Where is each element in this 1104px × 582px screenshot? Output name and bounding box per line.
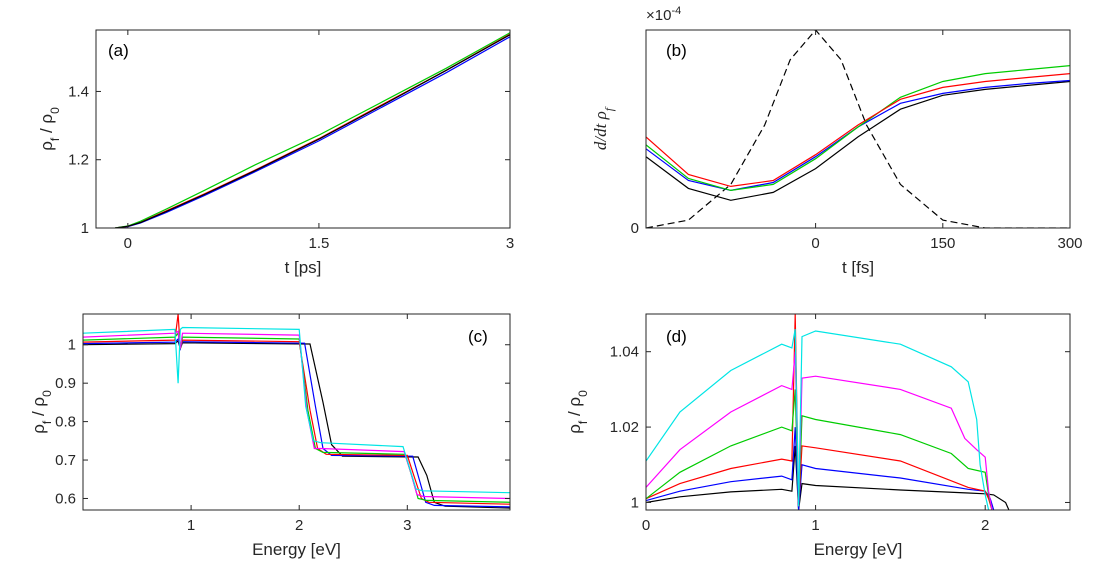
x-axis-label: t [fs] <box>842 258 874 277</box>
y-tick-label: 1.2 <box>68 152 89 169</box>
y-axis-label: ρf / ρ0 <box>565 390 590 434</box>
y-axis-label: d/dt ρf <box>591 106 616 150</box>
y-tick-label: 0 <box>631 220 639 237</box>
y-tick-label: 0.7 <box>55 452 76 469</box>
y-tick-label: 0.8 <box>55 414 76 431</box>
series-line-6 <box>646 328 990 510</box>
y-tick-label: 1.02 <box>610 419 639 436</box>
series-line-2 <box>646 427 995 510</box>
series-line-3 <box>115 32 510 228</box>
series-group <box>115 32 510 228</box>
series-line-5 <box>83 330 510 500</box>
series-line-2 <box>646 80 1070 201</box>
series-group <box>646 30 1070 228</box>
x-tick-label: 2 <box>981 517 989 534</box>
x-axis-label: t [ps] <box>285 258 322 277</box>
series-line-4 <box>646 65 1070 192</box>
panel-label: (c) <box>468 327 488 346</box>
series-line-5 <box>646 351 993 510</box>
x-tick-label: 1 <box>811 517 819 534</box>
y-tick-label: 0.9 <box>55 375 76 392</box>
series-line-3 <box>83 314 510 505</box>
y-tick-label: 1 <box>81 220 89 237</box>
series-line-3 <box>646 314 993 510</box>
panel-label: (a) <box>108 41 129 60</box>
chart-panel-3: 1 2 3 0.6 0.7 0.8 0.9 1 (c) Energy [eV] ρf / ρ0 <box>29 313 511 559</box>
series-line-1 <box>646 445 1010 510</box>
plot-frame <box>645 29 1071 229</box>
x-tick-label: 150 <box>930 235 955 252</box>
exponent-label: ×10-4 <box>646 5 681 24</box>
series-group <box>646 314 1010 510</box>
x-tick-label: 3 <box>403 517 411 534</box>
series-line-3 <box>646 79 1070 192</box>
chart-panel-1: 0 1.5 3 1 1.2 1.4 (a) t [ps] ρf / ρ0 <box>37 29 514 277</box>
panel-label: (b) <box>666 41 687 60</box>
y-tick-label: 1 <box>68 337 76 354</box>
chart-panel-4: 0 1 211.021.04(d)Energy [eV]ρf / ρ0 <box>565 313 1071 559</box>
y-tick-label: 0.6 <box>55 490 76 507</box>
series-line-2 <box>115 33 510 228</box>
x-tick-label: 1 <box>187 517 195 534</box>
x-axis-label: Energy [eV] <box>252 540 341 559</box>
plot-frame <box>645 313 1071 511</box>
series-line-1 <box>646 30 1070 228</box>
y-axis-label: ρf / ρ0 <box>29 390 54 434</box>
x-tick-label: 0 <box>124 235 132 252</box>
y-tick-label: 1.04 <box>610 344 639 361</box>
series-line-2 <box>83 337 510 508</box>
series-line-5 <box>646 73 1070 188</box>
series-line-4 <box>83 331 510 503</box>
x-tick-label: 1.5 <box>308 235 329 252</box>
y-tick-label: 1.4 <box>68 83 89 100</box>
series-group <box>83 314 510 509</box>
x-tick-label: 300 <box>1057 235 1082 252</box>
x-tick-label: 0 <box>811 235 819 252</box>
x-tick-label: 2 <box>295 517 303 534</box>
chart-panel-2: 0 150 300 0 (b) t [fs] d/dt ρf ×10-4 <box>591 5 1083 277</box>
series-line-4 <box>646 389 993 510</box>
series-line-4 <box>115 34 510 228</box>
series-line-6 <box>83 326 510 494</box>
x-axis-label: Energy [eV] <box>814 540 903 559</box>
x-tick-label: 3 <box>506 235 514 252</box>
x-tick-label: 0 <box>642 517 650 534</box>
y-axis-label: ρf / ρ0 <box>37 107 62 151</box>
plot-frame <box>82 313 511 511</box>
y-tick-label: 1 <box>631 494 639 511</box>
panel-label: (d) <box>666 327 687 346</box>
series-line-1 <box>83 339 510 509</box>
plot-frame <box>95 29 511 229</box>
